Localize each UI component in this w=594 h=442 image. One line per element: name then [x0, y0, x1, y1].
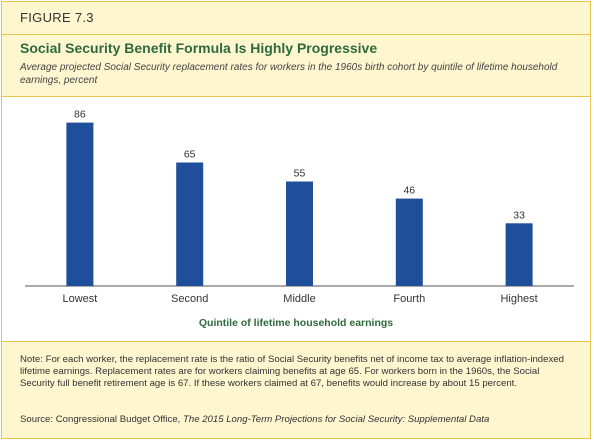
- x-tick-second: Second: [171, 293, 208, 305]
- figure-label-text: FIGURE: [20, 10, 71, 25]
- data-label-lowest: 86: [74, 109, 86, 121]
- data-label-middle: 55: [294, 168, 306, 180]
- bar-second: [176, 162, 204, 286]
- data-label-fourth: 46: [403, 185, 415, 197]
- bar-chart: 86 Lowest 65 Second 55 Middle 46 Fourth 33 Highes…: [25, 109, 574, 305]
- x-axis-title: Quintile of lifetime household earnings: [198, 317, 394, 329]
- x-tick-middle: Middle: [283, 293, 315, 305]
- chart-subtitle: Average projected Social Security replac…: [20, 62, 558, 86]
- source-title: The 2015 Long-Term Projections for Socia…: [183, 414, 490, 425]
- x-tick-lowest: Lowest: [62, 293, 97, 305]
- figure-header: FIGURE 7.3 Social Security Benefit Formu…: [2, 2, 590, 96]
- bar-middle: [286, 181, 313, 286]
- data-label-highest: 33: [513, 209, 525, 221]
- chart-note: Note: For each worker, the replacement r…: [20, 354, 564, 389]
- x-tick-fourth: Fourth: [393, 293, 425, 305]
- chart-source: Source: Congressional Budget Office, The…: [20, 414, 580, 426]
- plot-area: 86 Lowest 65 Second 55 Middle 46 Fourth 33 Highes…: [2, 96, 590, 342]
- data-label-second: 65: [184, 149, 196, 161]
- bar-highest: [505, 223, 533, 286]
- bar-lowest: [66, 122, 94, 286]
- x-tick-highest: Highest: [500, 293, 537, 305]
- header-divider: [2, 34, 590, 35]
- chart-title: Social Security Benefit Formula Is Highl…: [20, 40, 378, 56]
- source-prefix: Source: Congressional Budget Office,: [20, 414, 184, 425]
- figure-label: FIGURE 7.3: [20, 10, 94, 25]
- bar-fourth: [395, 198, 423, 286]
- figure-number: 7.3: [74, 10, 94, 25]
